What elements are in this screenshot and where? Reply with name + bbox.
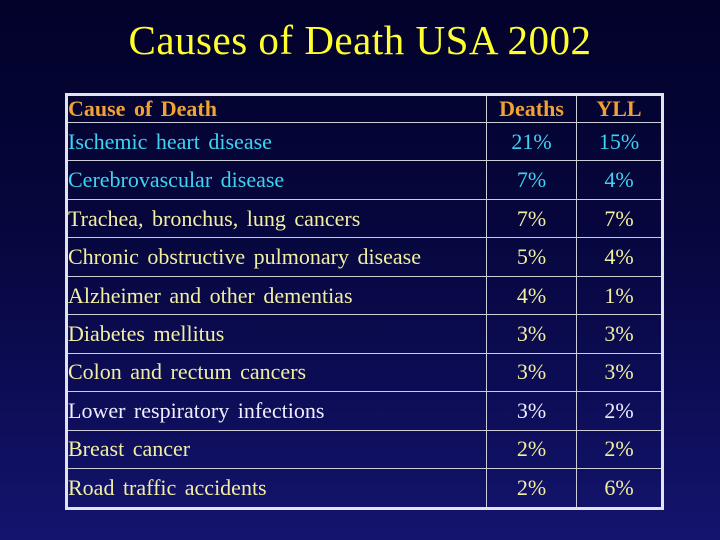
yll-cell: 1%	[576, 275, 663, 316]
column-header-deaths: Deaths	[486, 94, 577, 123]
cause-cell: Lower respiratory infections	[66, 391, 487, 431]
yll-cell: 2%	[576, 429, 663, 470]
cause-cell: Road traffic accidents	[66, 468, 487, 509]
table-row: Alzheimer and other dementias 4% 1%	[66, 275, 663, 316]
yll-cell: 4%	[576, 160, 663, 200]
table-header-row: Cause of Death Deaths YLL	[66, 94, 663, 123]
cause-cell: Colon and rectum cancers	[66, 352, 487, 393]
yll-cell: 2%	[576, 391, 663, 431]
yll-cell: 15%	[576, 121, 663, 162]
cause-cell: Alzheimer and other dementias	[66, 275, 487, 316]
table-row: Colon and rectum cancers 3% 3%	[66, 352, 663, 393]
deaths-cell: 3%	[486, 391, 577, 431]
table-row: Breast cancer 2% 2%	[66, 429, 663, 470]
deaths-cell: 21%	[486, 121, 577, 162]
yll-cell: 3%	[576, 314, 663, 354]
table-row: Road traffic accidents 2% 6%	[66, 468, 663, 509]
table-row: Chronic obstructive pulmonary disease 5%…	[66, 237, 663, 277]
table-row: Cerebrovascular disease 7% 4%	[66, 160, 663, 200]
table-row: Diabetes mellitus 3% 3%	[66, 314, 663, 354]
deaths-cell: 4%	[486, 275, 577, 316]
cause-cell: Chronic obstructive pulmonary disease	[66, 237, 487, 277]
yll-cell: 7%	[576, 198, 663, 239]
column-header-cause-of-death: Cause of Death	[66, 94, 487, 123]
cause-cell: Cerebrovascular disease	[66, 160, 487, 200]
deaths-cell: 2%	[486, 429, 577, 470]
deaths-cell: 2%	[486, 468, 577, 509]
causes-of-death-table: Cause of Death Deaths YLL Ischemic heart…	[65, 93, 664, 510]
deaths-cell: 3%	[486, 314, 577, 354]
table-row: Lower respiratory infections 3% 2%	[66, 391, 663, 431]
deaths-cell: 7%	[486, 198, 577, 239]
table-row: Ischemic heart disease 21% 15%	[66, 121, 663, 162]
yll-cell: 3%	[576, 352, 663, 393]
yll-cell: 6%	[576, 468, 663, 509]
cause-cell: Trachea, bronchus, lung cancers	[66, 198, 487, 239]
deaths-cell: 7%	[486, 160, 577, 200]
page-title: Causes of Death USA 2002	[128, 17, 592, 63]
column-header-yll: YLL	[576, 94, 663, 123]
deaths-cell: 5%	[486, 237, 577, 277]
cause-cell: Breast cancer	[66, 429, 487, 470]
cause-cell: Diabetes mellitus	[66, 314, 487, 354]
table-row: Trachea, bronchus, lung cancers 7% 7%	[66, 198, 663, 239]
deaths-cell: 3%	[486, 352, 577, 393]
yll-cell: 4%	[576, 237, 663, 277]
cause-cell: Ischemic heart disease	[66, 121, 487, 162]
